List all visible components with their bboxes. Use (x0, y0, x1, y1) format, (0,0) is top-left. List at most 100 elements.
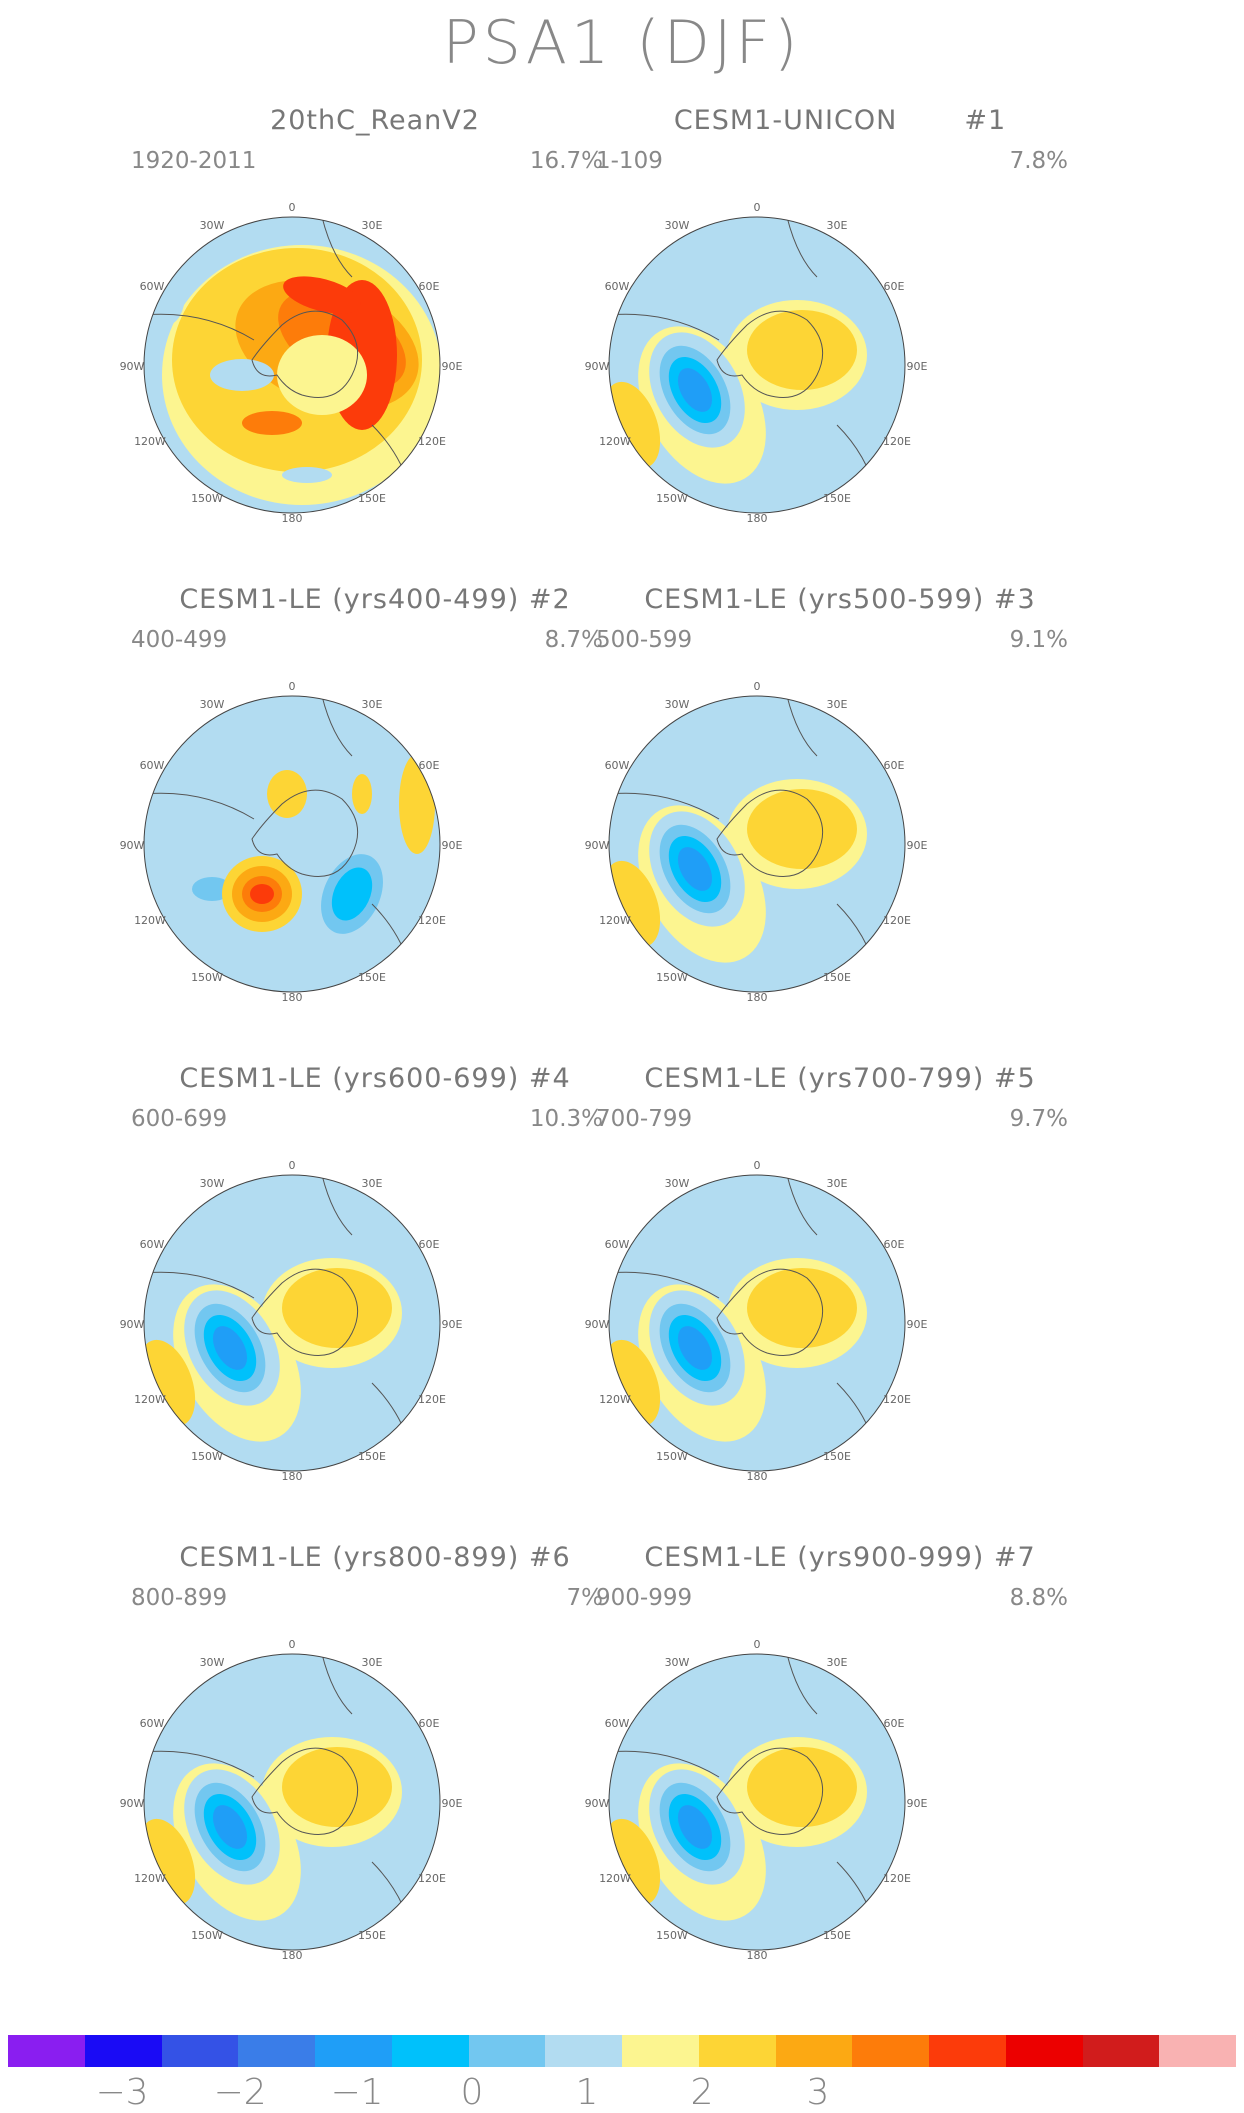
colorbar-swatch (545, 2035, 622, 2067)
anomaly-contour (277, 335, 367, 415)
colorbar-swatch (84, 2035, 162, 2067)
anomaly-contour (282, 1268, 392, 1348)
anomaly-contour (250, 884, 274, 904)
polar-map: 0 30E 60E 90E 120E 150E 180 150W 120W 90W 60W 30W (120, 680, 463, 1004)
longitude-label: 120E (418, 435, 446, 448)
panel-title: CESM1-LE (yrs700-799) #5 (644, 1063, 1036, 1094)
longitude-label: 90W (120, 1318, 145, 1331)
longitude-label: 180 (282, 1470, 303, 1483)
anomaly-contour (677, 847, 713, 891)
panel-years: 400-499 (131, 627, 228, 653)
longitude-label: 150E (358, 1929, 386, 1942)
longitude-label: 0 (754, 1638, 761, 1651)
longitude-label: 90E (907, 1318, 928, 1331)
longitude-label: 150W (656, 492, 688, 505)
panel-title: CESM1-LE (yrs800-899) #6 (179, 1542, 571, 1573)
longitude-label: 60W (140, 759, 165, 772)
anomaly-contour (777, 1418, 857, 1448)
longitude-label: 30E (362, 1656, 383, 1669)
colorbar-swatch (1005, 2035, 1083, 2067)
longitude-label: 90W (585, 839, 610, 852)
longitude-label: 120E (418, 914, 446, 927)
panel-years: 1920-2011 (131, 148, 257, 174)
anomaly-contour (747, 789, 857, 869)
panel-years: 500-599 (596, 627, 693, 653)
panel-title: CESM1-LE (yrs500-599) #3 (644, 584, 1036, 615)
longitude-label: 60E (419, 280, 440, 293)
longitude-label: 150E (823, 971, 851, 984)
longitude-label: 120E (883, 914, 911, 927)
panel-years: 800-899 (131, 1585, 228, 1611)
colorbar-label: 0 (460, 2072, 484, 2113)
polar-map: 0 30E 60E 90E 120E 150E 180 150W 120W 90W 60W 30W (120, 1638, 463, 1962)
longitude-label: 150E (823, 1450, 851, 1463)
map-border (143, 1653, 441, 1951)
longitude-label: 150W (191, 492, 223, 505)
longitude-label: 150E (358, 1450, 386, 1463)
longitude-label: 90W (120, 1797, 145, 1810)
longitude-label: 60W (140, 1238, 165, 1251)
longitude-label: 90E (442, 1797, 463, 1810)
longitude-label: 120E (883, 1872, 911, 1885)
longitude-label: 180 (747, 991, 768, 1004)
colorbar-swatch (1082, 2035, 1160, 2067)
anomaly-contour (282, 467, 332, 483)
map-border (143, 695, 441, 993)
longitude-label: 30W (200, 698, 225, 711)
panel-variance-pct: 10.3% (529, 1106, 603, 1132)
panel-variance-pct: 9.1% (1009, 627, 1068, 653)
longitude-label: 90E (442, 360, 463, 373)
longitude-label: 120W (134, 1393, 166, 1406)
colorbar-swatch (929, 2035, 1006, 2067)
panel-title: CESM1-LE (yrs900-999) #7 (644, 1542, 1036, 1573)
longitude-label: 150W (656, 971, 688, 984)
longitude-label: 90E (907, 360, 928, 373)
anomaly-contour (352, 774, 372, 814)
colorbar-label: 3 (806, 2072, 830, 2113)
longitude-label: 60E (419, 759, 440, 772)
panel-cesm1-le-2: CESM1-LE (yrs400-499) #2 400-499 8.7% 0 3… (95, 584, 655, 1059)
longitude-label: 30E (362, 698, 383, 711)
longitude-label: 60W (605, 759, 630, 772)
longitude-label: 150W (191, 1450, 223, 1463)
longitude-label: 150E (358, 492, 386, 505)
longitude-label: 60E (884, 1238, 905, 1251)
longitude-label: 120E (418, 1872, 446, 1885)
longitude-label: 120W (599, 435, 631, 448)
panel-variance-pct: 16.7% (529, 148, 603, 174)
colorbar-swatch (315, 2035, 392, 2067)
panel-20thc-reanv2: 20thC_ReanV2 1920-2011 16.7% 0 30E 60E 90E 1… (95, 105, 655, 580)
longitude-label: 30W (665, 1177, 690, 1190)
longitude-label: 90E (907, 1797, 928, 1810)
colorbar-label: −2 (213, 2072, 267, 2113)
longitude-label: 150W (656, 1929, 688, 1942)
longitude-label: 120W (599, 1872, 631, 1885)
anomaly-contour (242, 411, 302, 435)
anomaly-contour (777, 939, 857, 969)
longitude-label: 30W (665, 1656, 690, 1669)
colorbar-label: 2 (690, 2072, 714, 2113)
panel-cesm1-unicon: CESM1-UNICON #1 1-109 7.8% 0 30E 60E 90E 120… (560, 105, 1120, 580)
panel-title: 20thC_ReanV2 (270, 105, 480, 136)
anomaly-contour (747, 1268, 857, 1348)
anomaly-contour (149, 265, 185, 325)
panel-variance-pct: 7.8% (1009, 148, 1068, 174)
antarctica-coastline (251, 789, 359, 877)
anomaly-contour (282, 1747, 392, 1827)
panel-cesm1-le-3: CESM1-LE (yrs500-599) #3 500-599 9.1% 0 3… (560, 584, 1120, 1059)
longitude-label: 90E (907, 839, 928, 852)
colorbar-swatch (391, 2035, 469, 2067)
longitude-label: 30W (665, 219, 690, 232)
longitude-label: 60W (605, 1717, 630, 1730)
longitude-label: 30E (362, 219, 383, 232)
colorbar-label: −3 (95, 2072, 149, 2113)
longitude-label: 0 (289, 201, 296, 214)
longitude-label: 90W (585, 1797, 610, 1810)
panel-variance-pct: 7% (566, 1585, 604, 1611)
polar-map: 0 30E 60E 90E 120E 150E 180 150W 120W 90W 60W 30W (120, 1159, 463, 1483)
anomaly-contour (331, 867, 373, 921)
map-border (608, 1174, 906, 1472)
longitude-label: 120E (883, 1393, 911, 1406)
anomaly-contour (212, 1805, 248, 1849)
longitude-label: 180 (747, 512, 768, 525)
